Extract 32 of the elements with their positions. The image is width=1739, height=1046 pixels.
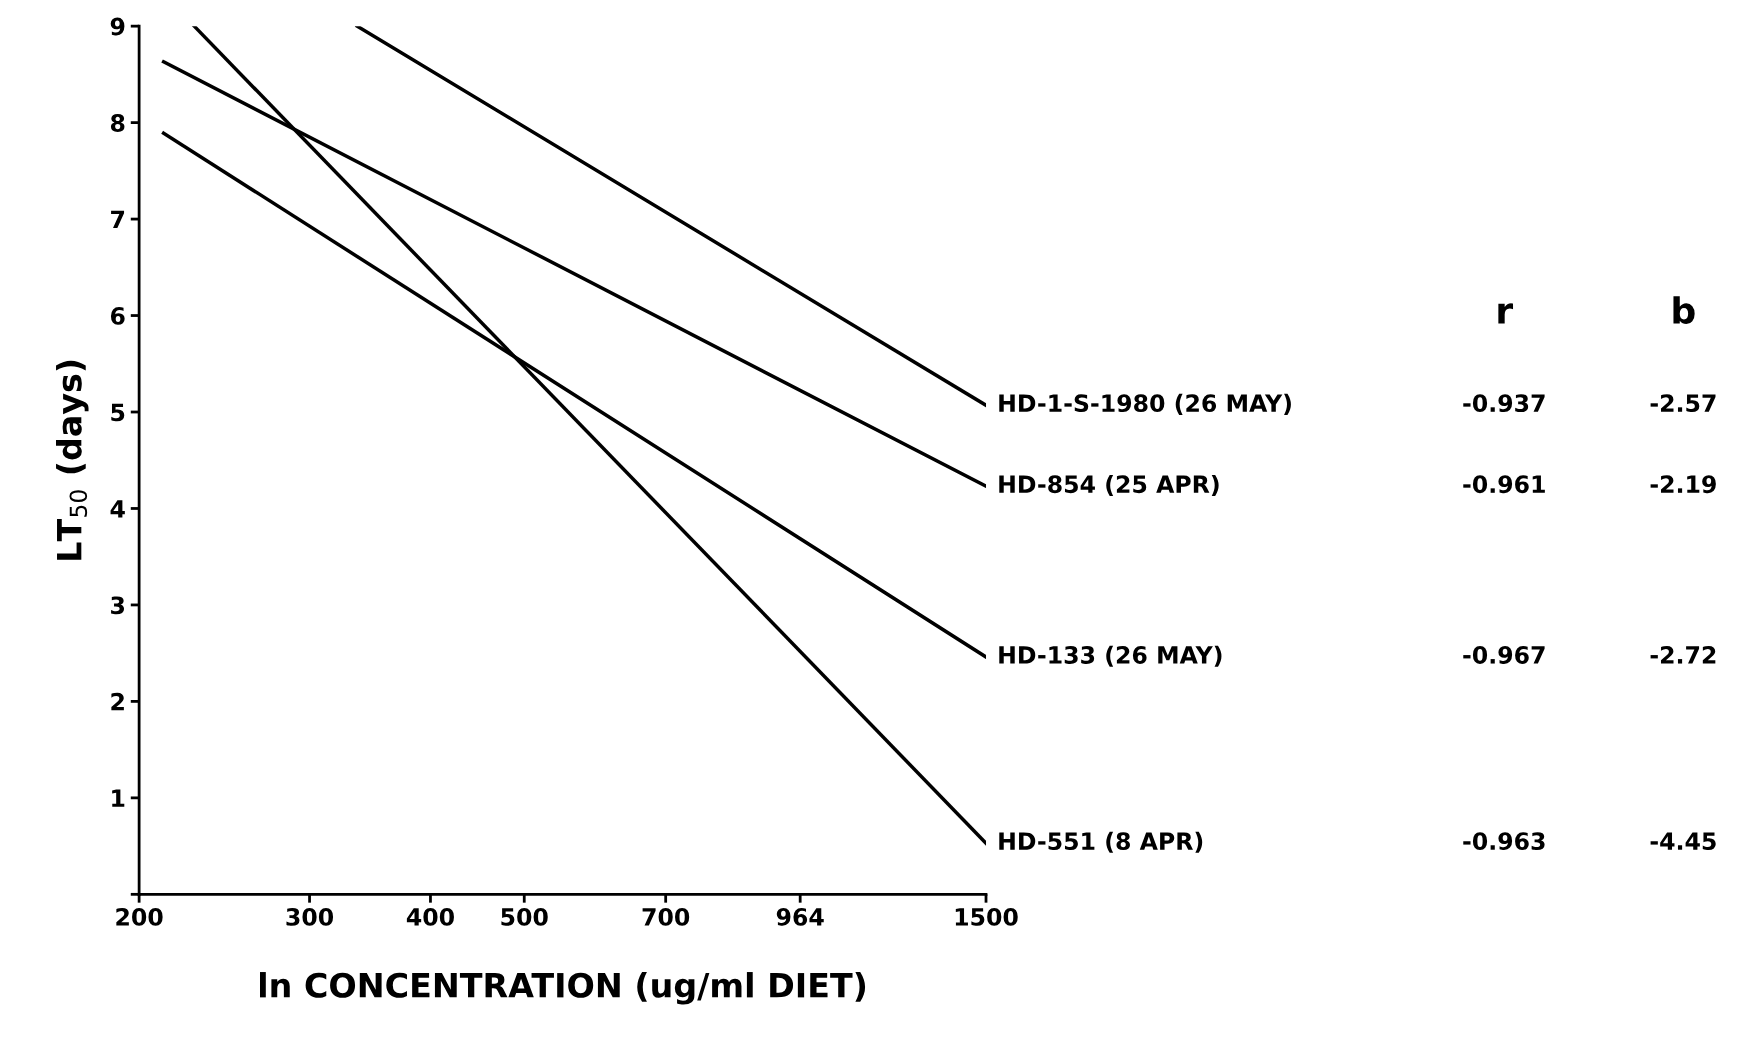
text: -4.45: [1650, 832, 1716, 851]
text: -2.57: [1650, 394, 1716, 413]
y-tick-label: 1: [112, 789, 125, 807]
series-label: HD-1-S-1980 (26 MAY): [999, 393, 1291, 415]
x-tick-label: 964: [776, 907, 824, 926]
y-tick-label: 2: [111, 692, 124, 711]
x-tick-label: 500: [501, 907, 548, 926]
x-tick-label: 1500: [955, 907, 1018, 926]
x-tick-label: 700: [642, 907, 690, 926]
text: -0.963: [1463, 832, 1545, 851]
y-tick-label: 3: [111, 596, 125, 615]
y-tick-label: 9: [110, 17, 125, 36]
y-axis-title: LT$_{50}$ (days): [56, 360, 89, 560]
y-tick-label: 8: [110, 114, 125, 132]
text: -0.961: [1463, 475, 1545, 494]
text: -0.937: [1463, 394, 1545, 413]
x-tick-label: 200: [116, 907, 163, 926]
x-tick-label: 400: [406, 907, 454, 926]
text: -2.72: [1650, 646, 1716, 664]
series-label: HD-551 (8 APR): [999, 831, 1203, 853]
text: -0.967: [1463, 646, 1545, 664]
y-tick-label: 6: [110, 307, 125, 325]
text: -2.19: [1650, 475, 1716, 494]
y-tick-label: 4: [110, 500, 125, 518]
text: r: [1498, 303, 1514, 324]
x-tick-label: 300: [286, 907, 334, 926]
text: b: [1673, 296, 1695, 325]
x-axis-title: ln CONCENTRATION (ug/ml DIET): [259, 972, 866, 1005]
series-label: HD-854 (25 APR): [999, 474, 1219, 496]
y-tick-label: 7: [111, 210, 125, 229]
y-tick-label: 5: [111, 403, 125, 422]
series-label: HD-133 (26 MAY): [999, 645, 1222, 667]
